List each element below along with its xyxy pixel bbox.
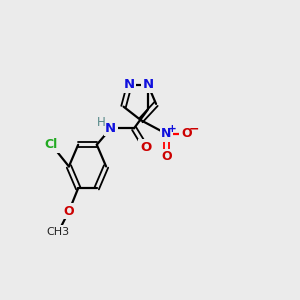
Text: Cl: Cl bbox=[45, 138, 58, 151]
Text: +: + bbox=[167, 124, 176, 134]
Text: H: H bbox=[97, 116, 106, 130]
Text: −: − bbox=[188, 122, 199, 135]
Text: O: O bbox=[140, 141, 151, 154]
Text: N: N bbox=[142, 78, 154, 92]
Text: N: N bbox=[105, 122, 116, 135]
Text: N: N bbox=[124, 78, 135, 92]
Text: O: O bbox=[64, 205, 74, 218]
Text: O: O bbox=[181, 127, 192, 140]
Text: O: O bbox=[161, 150, 172, 164]
Text: CH3: CH3 bbox=[47, 227, 70, 237]
Text: N: N bbox=[161, 127, 172, 140]
